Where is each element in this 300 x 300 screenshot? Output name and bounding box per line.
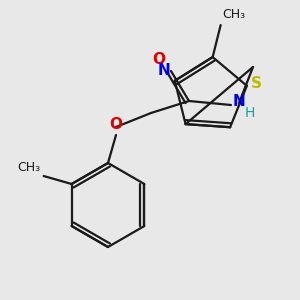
Text: CH₃: CH₃ — [223, 8, 246, 21]
Text: N: N — [233, 94, 246, 109]
Text: O: O — [152, 52, 165, 67]
Text: N: N — [158, 63, 171, 78]
Text: CH₃: CH₃ — [17, 161, 41, 174]
Text: O: O — [110, 117, 122, 132]
Text: H: H — [245, 106, 255, 120]
Text: S: S — [251, 76, 262, 91]
